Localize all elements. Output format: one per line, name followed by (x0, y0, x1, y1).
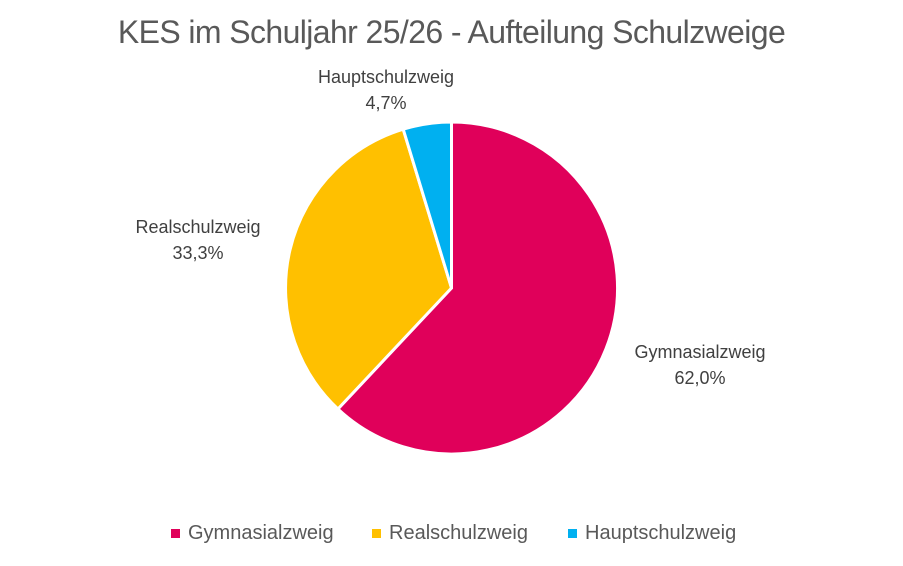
legend-label: Realschulzweig (389, 521, 528, 544)
data-label-name: Hauptschulzweig (317, 67, 455, 87)
pie-slice-hauptschulzweig[interactable] (401, 120, 453, 290)
legend-marker-square-icon (372, 528, 381, 538)
chart-legend: Gymnasialzweig Realschulzweig Hauptschul… (0, 520, 903, 546)
data-label-value: 62,0% (674, 368, 726, 388)
legend-item-realschulzweig[interactable]: Realschulzweig (372, 520, 528, 546)
legend-marker-square-icon (171, 528, 180, 538)
data-label-value: 4,7% (365, 93, 407, 113)
data-label-value: 33,3% (172, 243, 224, 263)
data-label-realschulzweig: Realschulzweig 33,3% (98, 214, 298, 266)
legend-item-hauptschulzweig[interactable]: Hauptschulzweig (568, 520, 736, 546)
legend-item-gymnasialzweig[interactable]: Gymnasialzweig (171, 520, 334, 546)
data-label-name: Gymnasialzweig (634, 342, 766, 362)
pie-slice-realschulzweig[interactable] (284, 127, 453, 411)
legend-marker-square-icon (568, 528, 577, 538)
data-label-name: Realschulzweig (135, 217, 261, 237)
pie-slice-gymnasialzweig[interactable] (336, 120, 619, 456)
data-label-gymnasialzweig: Gymnasialzweig 62,0% (600, 339, 800, 391)
legend-label: Gymnasialzweig (188, 521, 334, 544)
legend-label: Hauptschulzweig (585, 521, 737, 544)
data-label-hauptschulzweig: Hauptschulzweig 4,7% (286, 64, 486, 116)
chart-title: KES im Schuljahr 25/26 - Aufteilung Schu… (117, 14, 786, 50)
